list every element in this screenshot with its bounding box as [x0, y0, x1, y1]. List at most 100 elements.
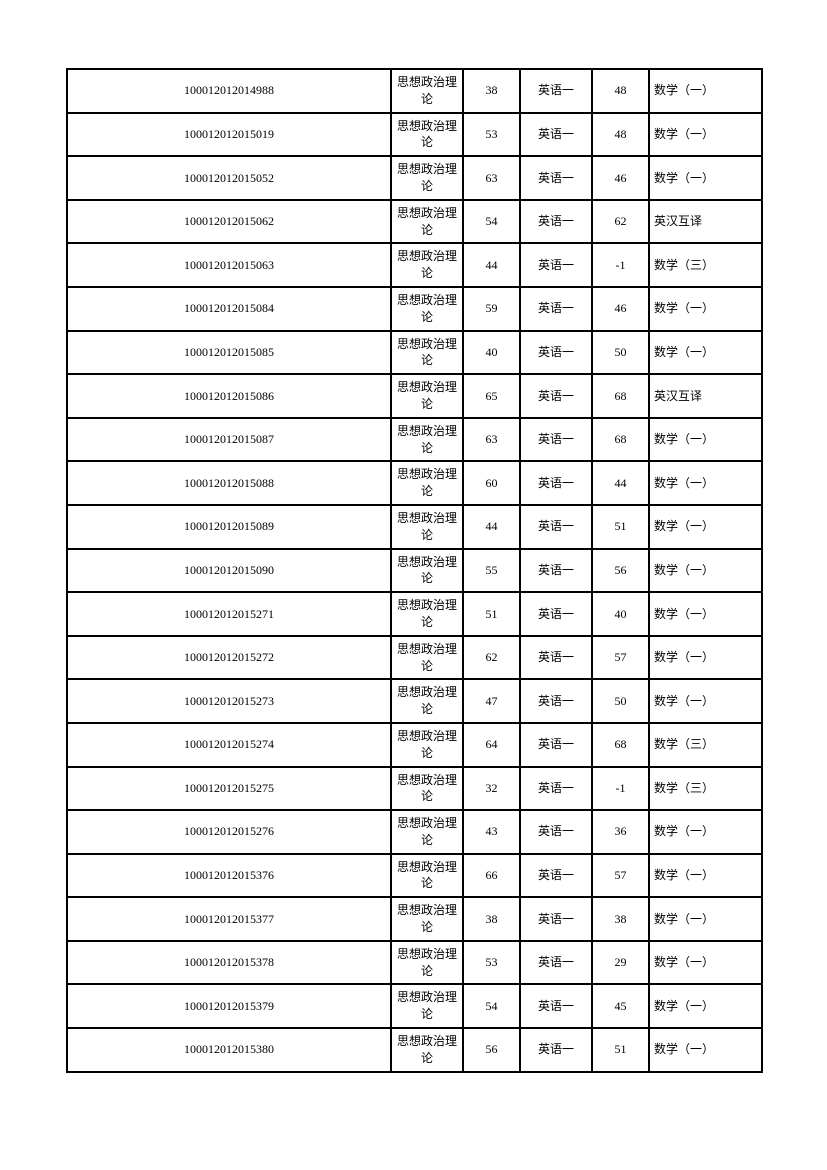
cell-score1: 43 [463, 810, 520, 854]
table-row: 100012012015272思想政治理论62英语一57数学（一） [67, 636, 762, 680]
cell-score1: 40 [463, 331, 520, 375]
table-row: 100012012015089思想政治理论44英语一51数学（一） [67, 505, 762, 549]
cell-subject: 思想政治理论 [391, 243, 463, 287]
cell-score2: 48 [592, 113, 649, 157]
table-row: 100012012015275思想政治理论32英语一-1数学（三） [67, 767, 762, 811]
cell-math: 数学（三） [649, 723, 762, 767]
cell-score2: 57 [592, 854, 649, 898]
cell-score1: 54 [463, 200, 520, 244]
cell-english: 英语一 [520, 69, 592, 113]
cell-score2: 36 [592, 810, 649, 854]
cell-id: 100012012015273 [67, 679, 391, 723]
table-row: 100012012015274思想政治理论64英语一68数学（三） [67, 723, 762, 767]
cell-math: 数学（一） [649, 461, 762, 505]
cell-math: 数学（一） [649, 418, 762, 462]
cell-math: 数学（一） [649, 636, 762, 680]
cell-subject: 思想政治理论 [391, 1028, 463, 1072]
cell-id: 100012012015062 [67, 200, 391, 244]
table-row: 100012012015062思想政治理论54英语一62英汉互译 [67, 200, 762, 244]
cell-id: 100012012015063 [67, 243, 391, 287]
table-row: 100012012015019思想政治理论53英语一48数学（一） [67, 113, 762, 157]
cell-math: 数学（一） [649, 941, 762, 985]
cell-math: 数学（一） [649, 984, 762, 1028]
cell-subject: 思想政治理论 [391, 69, 463, 113]
cell-math: 英汉互译 [649, 200, 762, 244]
cell-score2: 62 [592, 200, 649, 244]
cell-score2: 68 [592, 418, 649, 462]
cell-id: 100012012014988 [67, 69, 391, 113]
cell-subject: 思想政治理论 [391, 331, 463, 375]
cell-english: 英语一 [520, 156, 592, 200]
cell-id: 100012012015086 [67, 374, 391, 418]
cell-subject: 思想政治理论 [391, 418, 463, 462]
cell-math: 数学（一） [649, 287, 762, 331]
cell-math: 数学（一） [649, 1028, 762, 1072]
cell-subject: 思想政治理论 [391, 113, 463, 157]
cell-score1: 66 [463, 854, 520, 898]
table-row: 100012012015087思想政治理论63英语一68数学（一） [67, 418, 762, 462]
cell-score1: 56 [463, 1028, 520, 1072]
cell-id: 100012012015272 [67, 636, 391, 680]
cell-id: 100012012015274 [67, 723, 391, 767]
cell-english: 英语一 [520, 592, 592, 636]
cell-id: 100012012015019 [67, 113, 391, 157]
cell-subject: 思想政治理论 [391, 200, 463, 244]
cell-english: 英语一 [520, 636, 592, 680]
cell-id: 100012012015085 [67, 331, 391, 375]
cell-id: 100012012015275 [67, 767, 391, 811]
cell-score1: 63 [463, 418, 520, 462]
cell-subject: 思想政治理论 [391, 374, 463, 418]
cell-score2: 56 [592, 549, 649, 593]
cell-english: 英语一 [520, 810, 592, 854]
cell-id: 100012012015087 [67, 418, 391, 462]
cell-id: 100012012015052 [67, 156, 391, 200]
cell-score1: 32 [463, 767, 520, 811]
cell-score1: 64 [463, 723, 520, 767]
cell-subject: 思想政治理论 [391, 679, 463, 723]
cell-english: 英语一 [520, 418, 592, 462]
cell-score2: 57 [592, 636, 649, 680]
table-row: 100012012015052思想政治理论63英语一46数学（一） [67, 156, 762, 200]
cell-score2: -1 [592, 767, 649, 811]
cell-score1: 59 [463, 287, 520, 331]
table-row: 100012012015377思想政治理论38英语一38数学（一） [67, 897, 762, 941]
table-row: 100012012015271思想政治理论51英语一40数学（一） [67, 592, 762, 636]
cell-id: 100012012015378 [67, 941, 391, 985]
cell-score1: 44 [463, 243, 520, 287]
cell-score1: 47 [463, 679, 520, 723]
table-row: 100012012015090思想政治理论55英语一56数学（一） [67, 549, 762, 593]
cell-subject: 思想政治理论 [391, 854, 463, 898]
cell-english: 英语一 [520, 287, 592, 331]
cell-id: 100012012015090 [67, 549, 391, 593]
cell-id: 100012012015380 [67, 1028, 391, 1072]
table-row: 100012012015379思想政治理论54英语一45数学（一） [67, 984, 762, 1028]
cell-id: 100012012015088 [67, 461, 391, 505]
cell-english: 英语一 [520, 941, 592, 985]
cell-math: 数学（一） [649, 331, 762, 375]
table-row: 100012012015085思想政治理论40英语一50数学（一） [67, 331, 762, 375]
cell-subject: 思想政治理论 [391, 897, 463, 941]
cell-math: 数学（一） [649, 810, 762, 854]
cell-score1: 62 [463, 636, 520, 680]
cell-english: 英语一 [520, 331, 592, 375]
cell-id: 100012012015089 [67, 505, 391, 549]
cell-score1: 51 [463, 592, 520, 636]
table-row: 100012012015378思想政治理论53英语一29数学（一） [67, 941, 762, 985]
table-row: 100012012015084思想政治理论59英语一46数学（一） [67, 287, 762, 331]
cell-english: 英语一 [520, 505, 592, 549]
cell-score2: 48 [592, 69, 649, 113]
cell-id: 100012012015276 [67, 810, 391, 854]
cell-score2: 46 [592, 156, 649, 200]
cell-english: 英语一 [520, 200, 592, 244]
cell-id: 100012012015376 [67, 854, 391, 898]
cell-math: 数学（三） [649, 243, 762, 287]
cell-subject: 思想政治理论 [391, 810, 463, 854]
cell-english: 英语一 [520, 679, 592, 723]
cell-math: 数学（一） [649, 69, 762, 113]
cell-math: 数学（一） [649, 854, 762, 898]
cell-score1: 38 [463, 897, 520, 941]
cell-score1: 54 [463, 984, 520, 1028]
cell-english: 英语一 [520, 549, 592, 593]
cell-score2: 50 [592, 331, 649, 375]
cell-english: 英语一 [520, 1028, 592, 1072]
